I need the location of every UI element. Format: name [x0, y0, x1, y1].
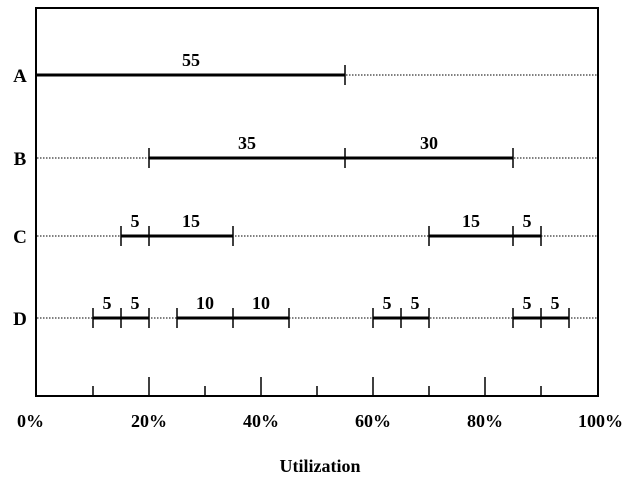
row-c: C 5 15 15 5: [13, 211, 597, 248]
x-tick-label: 80%: [467, 411, 503, 431]
segment-label: 15: [462, 211, 480, 231]
segment-label: 10: [196, 293, 214, 313]
segment-label: 5: [523, 293, 532, 313]
segment-label: 5: [103, 293, 112, 313]
plot-frame: [35, 7, 599, 397]
segment-label: 5: [523, 211, 532, 231]
segment-label: 30: [420, 133, 438, 153]
row-label: A: [13, 66, 27, 87]
segment-label: 5: [551, 293, 560, 313]
x-tick-label: 60%: [355, 411, 391, 431]
row-a: A 55: [13, 50, 597, 87]
segment-label: 10: [252, 293, 270, 313]
segment-label: 55: [182, 50, 200, 70]
x-tick-label: 100%: [578, 411, 623, 431]
row-b: B 35 30: [14, 133, 597, 170]
row-label: D: [13, 309, 27, 330]
x-tick-label: 20%: [131, 411, 167, 431]
segment-label: 5: [383, 293, 392, 313]
segment-label: 35: [238, 133, 256, 153]
row-label: B: [14, 149, 27, 170]
x-axis-ticks: 0% 20% 40% 60% 80% 100%: [17, 377, 623, 431]
segment-label: 5: [131, 211, 140, 231]
segment-label: 5: [411, 293, 420, 313]
x-axis-title: Utilization: [280, 456, 361, 476]
x-tick-label: 40%: [243, 411, 279, 431]
row-label: C: [13, 227, 27, 248]
row-d: D5 5 10 10 5 5 5 5: [13, 293, 597, 330]
segment-label: 15: [182, 211, 200, 231]
x-tick-label: 0%: [17, 411, 44, 431]
segment-label: 5: [131, 293, 140, 313]
